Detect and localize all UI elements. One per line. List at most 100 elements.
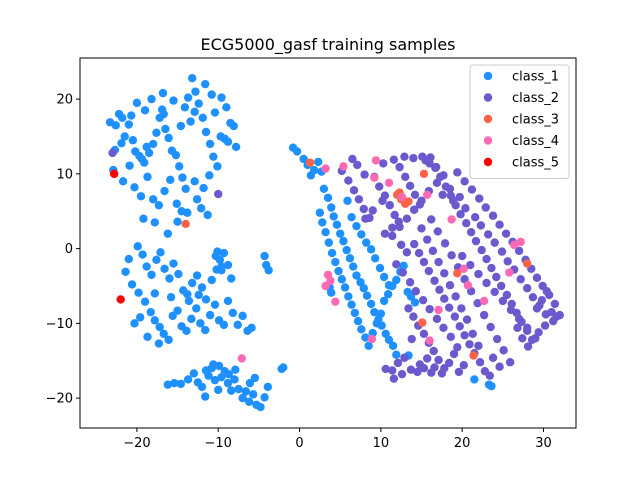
point-class-1-239 (347, 213, 356, 222)
point-class-2-73 (434, 257, 443, 267)
point-class-5-1 (116, 295, 125, 304)
point-class-1-165 (263, 382, 273, 392)
point-class-4-19 (516, 237, 525, 247)
point-class-1-132 (143, 332, 152, 342)
point-class-2-176 (466, 260, 475, 270)
point-class-2-141 (503, 257, 512, 266)
point-class-1-185 (309, 165, 319, 175)
point-class-2-49 (513, 323, 522, 333)
point-class-1-44 (147, 94, 156, 104)
point-class-2-121 (361, 214, 370, 223)
point-class-2-188 (446, 332, 455, 342)
point-class-2-167 (439, 171, 448, 180)
point-class-2-93 (409, 312, 418, 321)
point-class-1-91 (183, 290, 192, 299)
point-class-1-171 (224, 369, 233, 379)
point-class-2-89 (505, 358, 515, 367)
point-class-2-128 (409, 153, 418, 163)
point-class-4-4 (384, 178, 394, 188)
point-class-1-179 (211, 251, 220, 261)
legend-label-class-3: class_3 (512, 113, 559, 128)
point-class-2-104 (407, 334, 416, 344)
point-class-1-228 (376, 309, 386, 318)
point-class-1-159 (241, 387, 251, 396)
point-class-1-174 (250, 373, 260, 383)
point-class-1-69 (210, 108, 220, 117)
point-class-1-70 (207, 90, 216, 99)
point-class-1-123 (219, 320, 229, 330)
point-class-1-163 (256, 402, 265, 412)
point-class-1-224 (361, 333, 370, 342)
point-class-2-115 (437, 369, 447, 378)
point-class-1-130 (130, 319, 139, 328)
point-class-2-119 (378, 196, 387, 205)
point-class-2-56 (440, 294, 449, 303)
point-class-2-59 (455, 322, 464, 331)
point-class-1-181 (292, 147, 302, 156)
point-class-1-43 (158, 88, 168, 98)
point-class-1-203 (370, 307, 379, 317)
point-class-1-245 (375, 263, 385, 273)
point-class-1-182 (299, 154, 308, 164)
point-class-2-100 (444, 358, 454, 368)
point-class-2-152 (538, 281, 547, 291)
point-class-2-198 (419, 364, 429, 373)
point-class-2-117 (388, 223, 397, 232)
point-class-1-11 (140, 158, 149, 167)
point-class-2-182 (514, 314, 524, 324)
point-class-2-111 (406, 365, 416, 374)
point-class-1-133 (154, 339, 164, 348)
point-class-2-9 (375, 182, 384, 191)
point-class-1-67 (199, 183, 208, 193)
point-class-1-222 (353, 316, 363, 326)
point-class-1-127 (238, 311, 247, 321)
point-class-3-0 (181, 219, 190, 229)
point-class-1-78 (117, 139, 126, 148)
point-class-1-221 (350, 308, 360, 318)
x-tick-label-1: −10 (205, 436, 232, 451)
point-class-2-139 (490, 238, 499, 247)
point-class-1-52 (148, 195, 158, 204)
point-class-1-99 (219, 248, 229, 258)
point-class-2-192 (418, 295, 428, 305)
point-class-1-146 (197, 382, 207, 392)
point-class-1-167 (279, 363, 288, 372)
point-class-4-7 (321, 281, 330, 291)
point-class-1-40 (186, 117, 195, 126)
point-class-1-81 (138, 250, 147, 259)
point-class-1-212 (321, 227, 330, 237)
point-class-1-143 (183, 375, 193, 384)
point-class-2-75 (423, 235, 432, 244)
point-class-1-36 (223, 137, 233, 146)
point-class-1-147 (201, 392, 210, 401)
point-class-4-10 (425, 336, 434, 345)
point-class-2-189 (439, 323, 448, 333)
point-class-2-95 (419, 329, 429, 339)
point-class-2-137 (476, 221, 486, 230)
point-class-1-172 (231, 365, 240, 374)
point-class-2-134 (455, 192, 464, 202)
point-class-2-199 (427, 368, 436, 377)
point-class-1-215 (331, 257, 340, 267)
point-class-1-251 (487, 381, 496, 391)
point-class-1-144 (189, 369, 199, 378)
point-class-1-19 (164, 133, 173, 143)
point-class-2-133 (449, 196, 458, 205)
point-class-1-142 (176, 379, 186, 389)
point-class-1-249 (470, 375, 479, 384)
point-class-2-122 (360, 170, 369, 179)
point-class-1-150 (210, 375, 220, 385)
point-class-1-243 (366, 245, 376, 254)
point-class-2-48 (518, 334, 527, 343)
point-class-2-90 (396, 240, 406, 250)
point-class-2-145 (528, 292, 538, 302)
point-class-1-220 (347, 300, 356, 309)
point-class-2-175 (457, 251, 467, 261)
point-class-2-110 (397, 369, 407, 379)
point-class-2-191 (425, 304, 434, 314)
point-class-2-85 (479, 310, 489, 320)
point-class-1-76 (222, 103, 231, 112)
y-tick-label-4: 20 (56, 93, 73, 108)
x-tick-label-0: −20 (123, 436, 150, 451)
